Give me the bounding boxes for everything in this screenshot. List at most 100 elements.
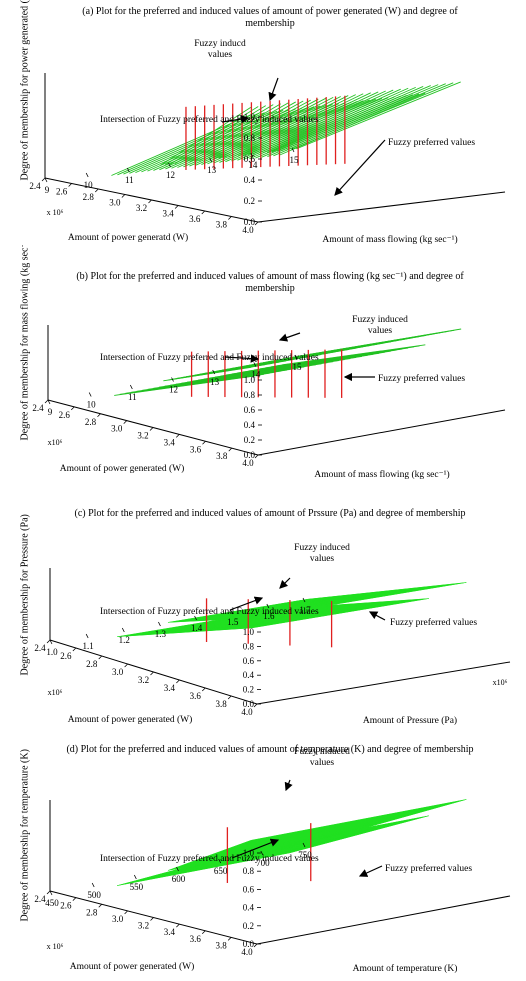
x-tick-label: 3.0 [109,198,121,208]
induced-mesh-line [184,835,277,868]
induced-mesh-line [240,818,363,857]
preferred-mesh-line [182,616,319,627]
z-axis-label: Degree of membership for Pressure (Pa) [19,514,31,676]
preferred-mesh-line [237,607,376,617]
preferred-mesh-line [130,625,266,635]
induced-mesh-line [171,838,258,870]
z-tick-label: 0.4 [244,175,256,185]
x-tick [201,210,206,215]
annotation-arrow [229,596,264,611]
preferred-mesh-line [222,609,360,620]
preferred-mesh-line [199,613,337,624]
annotation-text: values [368,326,393,336]
x-tick-label: 2.8 [85,417,97,427]
annotation-arrow [358,865,383,877]
preferred-mesh-line [249,96,395,160]
y-tick [171,377,174,382]
x-tick-label: 3.0 [112,667,124,677]
y-axis-line [256,661,511,705]
x-tick [175,434,180,438]
preferred-mesh-line [168,618,305,629]
y-tick [230,609,234,615]
x-tick-label: 3.0 [111,424,123,434]
induced-mesh-line [229,821,348,859]
preferred-mesh-line [260,603,400,614]
y-tick-label: 11 [125,175,134,185]
x-tick [123,420,128,424]
annotation-text: Fuzzy preferred values [378,373,465,384]
x-tick [201,687,206,692]
x-tick [227,695,232,700]
z-tick-label: 0.4 [243,670,255,680]
x-tick [202,440,206,445]
x-tick-label: 2.8 [83,192,95,202]
x-tick [254,221,259,226]
y-tick-label: 550 [130,882,144,892]
annotation-text: Fuzzy induced [294,543,350,553]
annotation-text: Fuzzy induced [294,747,350,757]
preferred-mesh-line [264,602,404,613]
preferred-mesh-line [283,599,423,610]
induced-mesh-line [178,837,267,869]
z-tick-label: 1.0 [244,375,256,385]
x-tick-label: 3.8 [216,699,228,709]
x-tick [228,216,232,220]
annotation-arrow [221,114,250,124]
induced-mesh-line [234,820,355,858]
y-axis-label: Amount of Pressure (Pa) [363,715,457,726]
preferred-mesh-line [229,608,368,619]
preferred-mesh-line [206,612,345,622]
y-tick-label: 1.3 [155,629,167,639]
annotation-text: Intersection of Fuzzy preferred and Fuzz… [100,352,319,363]
x-tick [94,188,99,193]
preferred-mesh-line [147,622,284,632]
preferred-mesh-line [214,611,353,621]
annotation-arrow [224,354,260,363]
induced-mesh-line [170,839,256,871]
z-tick-label: 0.0 [243,939,255,949]
y-tick [44,177,48,183]
preferred-mesh-line [218,610,357,621]
x-tick [124,663,128,668]
x-multiplier: x10⁶ [48,438,63,447]
surface-wireframe-d [117,799,467,886]
annotation-text: Fuzzy preferred values [390,617,477,628]
chart-panel-a: 4.0 3.8 3.6 3.4 3.2 3.0 2.8 2.6 2.4 9 10 11 12 13 14 15… [0,0,526,245]
preferred-mesh-line [289,598,429,609]
y-tick-label: 14 [251,370,261,380]
x-tick-label: 3.2 [137,431,148,441]
x-tick-label: 3.4 [164,927,176,937]
x-multiplier: x 10⁶ [47,208,64,217]
y-axis-label: Amount of mass flowing (kg sec⁻¹) [314,469,449,480]
z-tick-label: 0.6 [244,405,256,415]
y-tick [250,152,254,158]
preferred-mesh-line [231,608,370,618]
induced-mesh-line [167,840,252,871]
z-tick-label: 0.0 [244,217,256,227]
preferred-mesh-line [267,94,414,157]
preferred-mesh-line [239,606,378,617]
y-tick [168,162,171,168]
induced-mesh-line [245,817,371,856]
annotation-text: Fuzzy preferred values [388,137,475,148]
z-tick-label: 0.0 [244,450,256,460]
induced-mesh-line [237,819,359,858]
preferred-mesh-line [149,622,286,632]
preferred-mesh-line [166,619,303,629]
preferred-mesh-line [205,612,343,623]
y-tick [126,167,130,173]
induced-mesh-line [246,817,373,856]
preferred-mesh-line [151,621,288,632]
preferred-mesh-line [235,607,374,618]
y-tick [266,603,270,609]
preferred-mesh-line [279,92,426,156]
induced-mesh-line [241,818,365,857]
x-multiplier: x10⁶ [48,688,63,697]
y-tick [49,890,53,896]
axes-c: 4.03.83.63.43.23.02.82.62.4 1.01.11.21.31… [34,568,511,726]
chart-caption: (b) Plot for the preferred and induced v… [76,271,464,294]
x-tick [253,943,258,948]
preferred-mesh-line [213,101,358,164]
x-tick-label: 2.4 [34,643,46,653]
z-tick-label: 0.4 [244,420,256,430]
